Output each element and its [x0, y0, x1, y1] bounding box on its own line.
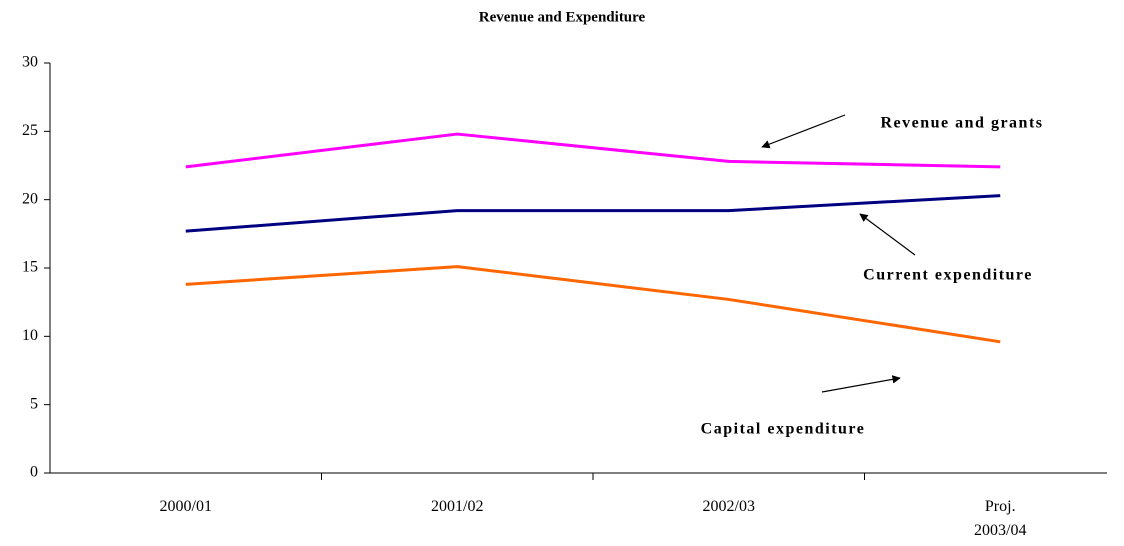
y-tick-label: 10: [22, 327, 38, 344]
y-tick-label: 15: [22, 259, 38, 276]
series-line: [185, 194, 1001, 233]
series-line: [185, 132, 1001, 169]
y-tick-label: 30: [22, 54, 38, 71]
x-tick-label: Proj. 2003/04: [974, 498, 1027, 539]
y-tick-label: 5: [30, 395, 38, 412]
series-label: Capital expenditure: [701, 421, 866, 438]
x-tick-label: 2002/03: [702, 498, 755, 515]
annotation-arrow: [761, 114, 846, 149]
x-tick-label: 2001/02: [431, 498, 484, 515]
y-tick-label: 25: [22, 122, 38, 139]
y-tick-label: 20: [22, 190, 38, 207]
series-line: [185, 265, 1001, 344]
y-tick-label: 0: [30, 464, 38, 481]
annotation-arrow: [859, 213, 916, 256]
series-label: Current expenditure: [863, 267, 1033, 284]
series-label: Revenue and grants: [880, 115, 1043, 132]
x-tick-label: 2000/01: [159, 498, 212, 515]
chart-title: Revenue and Expenditure: [479, 9, 646, 25]
annotation-arrow: [821, 375, 901, 393]
